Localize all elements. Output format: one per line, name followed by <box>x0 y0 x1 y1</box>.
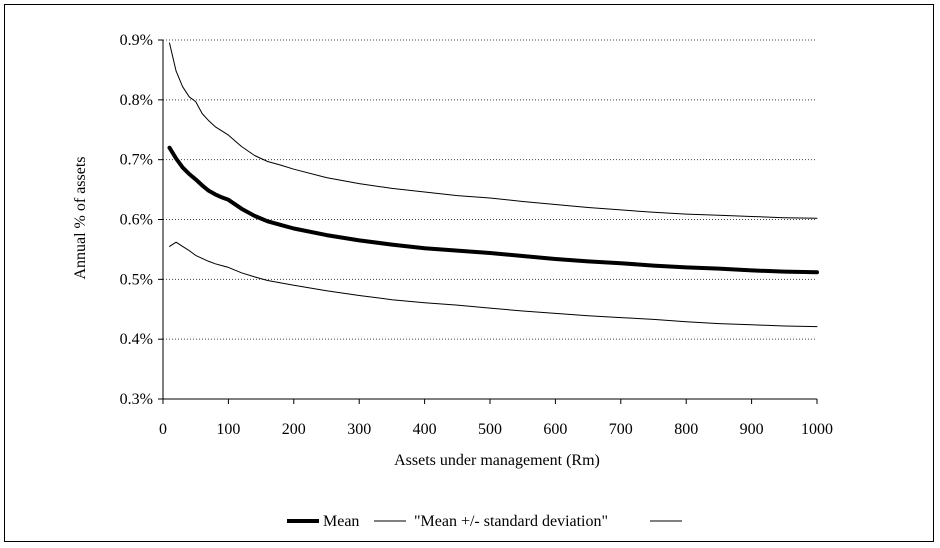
series-line-lower <box>169 241 818 328</box>
y-tick-label: 0.6% <box>120 212 153 229</box>
tick-labels: 0.3% 0.4% 0.5% 0.6% 0.7% 0.8% 0.9% 0 100 200 300 40… <box>120 32 833 438</box>
x-tick-label: 600 <box>543 421 567 438</box>
gridlines <box>163 39 817 340</box>
y-tick-label: 0.7% <box>120 152 153 169</box>
series-lines <box>167 42 819 328</box>
series-line-mean <box>167 145 819 275</box>
y-axis-label: Annual % of assets <box>72 156 89 279</box>
x-tick-label: 200 <box>282 421 306 438</box>
x-tick-label: 700 <box>609 421 633 438</box>
chart-frame: 0.3% 0.4% 0.5% 0.6% 0.7% 0.8% 0.9% 0 100 200 300 40… <box>4 4 934 542</box>
series-line-upper <box>169 42 818 219</box>
x-tick-label: 0 <box>159 421 167 438</box>
legend-sd-label: "Mean +/- standard deviation" <box>414 513 608 530</box>
x-tick-label: 900 <box>740 421 764 438</box>
x-tick-label: 800 <box>674 421 698 438</box>
x-tick-label: 500 <box>478 421 502 438</box>
legend: Mean "Mean +/- standard deviation" <box>287 513 682 530</box>
x-tick-label: 400 <box>413 421 437 438</box>
x-axis-label: Assets under management (Rm) <box>394 452 600 469</box>
x-tick-label: 1000 <box>801 421 833 438</box>
legend-mean-label: Mean <box>323 513 359 530</box>
axes <box>158 39 818 404</box>
line-chart: 0.3% 0.4% 0.5% 0.6% 0.7% 0.8% 0.9% 0 100 200 300 40… <box>72 32 833 530</box>
y-tick-label: 0.4% <box>120 331 153 348</box>
y-tick-label: 0.3% <box>120 391 153 408</box>
y-tick-label: 0.5% <box>120 271 153 288</box>
x-tick-label: 100 <box>216 421 240 438</box>
x-tick-label: 300 <box>347 421 371 438</box>
y-tick-label: 0.9% <box>120 32 153 49</box>
y-tick-label: 0.8% <box>120 92 153 109</box>
